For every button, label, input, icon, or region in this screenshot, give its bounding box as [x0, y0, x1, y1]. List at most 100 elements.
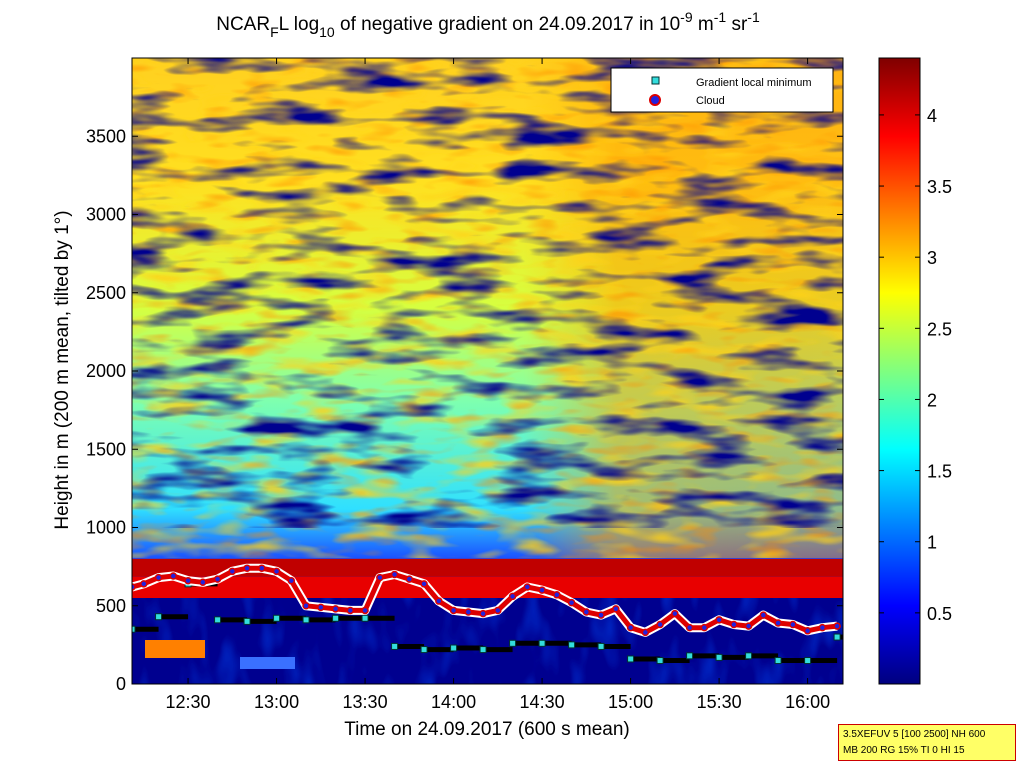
- x-tick-label: 14:30: [520, 692, 565, 712]
- heatmap-field: [132, 58, 843, 684]
- cloud-point: [671, 609, 679, 618]
- gradient-minimum-point: [214, 616, 222, 624]
- gradient-minimum-point: [686, 652, 694, 660]
- colorbar-tick-label: 0.5: [927, 604, 952, 624]
- cloud-point: [132, 583, 136, 591]
- gradient-minimum-point: [538, 639, 546, 647]
- cloud-point: [317, 603, 325, 612]
- cloud-point: [626, 623, 635, 632]
- gradient-minimum-point: [656, 657, 664, 665]
- colorbar-tick-label: 3.5: [927, 177, 952, 197]
- y-axis-label: Height in m (200 m mean, tilted by 1°): [52, 210, 73, 529]
- y-tick-label: 2500: [86, 283, 126, 303]
- footnote-line-2: MB 200 RG 15% TI 0 HI 15: [843, 745, 965, 756]
- cloud-point: [449, 606, 458, 615]
- cloud-point: [685, 623, 694, 632]
- cloud-point: [553, 591, 561, 599]
- cloud-point: [405, 575, 414, 583]
- y-tick-label: 3000: [86, 205, 126, 225]
- cloud-point: [140, 580, 148, 588]
- gradient-minimum-point: [479, 646, 487, 654]
- gradient-minimum-point: [568, 641, 576, 649]
- gradient-minimum-point: [774, 657, 782, 665]
- gradient-minimum-point: [302, 616, 310, 624]
- cloud-point: [213, 575, 222, 583]
- legend: Gradient local minimum Cloud: [610, 67, 834, 113]
- colorbar-tick-label: 2: [927, 390, 937, 410]
- gradient-minimum-point: [155, 613, 163, 621]
- cloud-point: [199, 578, 207, 587]
- gradient-minimum-point: [715, 653, 723, 661]
- y-tick-label: 3500: [86, 126, 126, 146]
- gradient-minimum-point: [391, 642, 399, 650]
- cloud-point: [479, 609, 487, 618]
- cloud-point: [464, 608, 473, 616]
- gradient-minimum-point: [509, 639, 517, 647]
- gradient-minimum-point: [597, 642, 605, 650]
- colorbar-tick-label: 1.5: [927, 462, 952, 482]
- settings-footnote: 3.5XEFUV 5 [100 2500] NH 600 MB 200 RG 1…: [838, 724, 1016, 761]
- cloud-point: [818, 623, 827, 632]
- cloud-point: [744, 622, 753, 630]
- cloud-point: [656, 620, 664, 629]
- cloud-point: [302, 602, 310, 610]
- cloud-point: [390, 570, 399, 579]
- x-tick-label: 13:00: [254, 692, 299, 712]
- colorbar-ticks: 0.5 1 1.5 2 2.5 3 3.5 4: [879, 106, 952, 624]
- colorbar-tick-label: 2.5: [927, 319, 952, 339]
- cloud-point: [789, 620, 797, 629]
- cloud-point: [258, 564, 266, 572]
- cloud-point: [567, 598, 576, 607]
- colorbar-gradient: [878, 57, 921, 685]
- legend-label-cloud: Cloud: [696, 95, 725, 107]
- cloud-point: [582, 608, 591, 616]
- legend-cloud-marker: [649, 94, 661, 106]
- chart-title: NCARFL log10 of negative gradient on 24.…: [216, 9, 760, 40]
- cloud-point: [331, 605, 340, 613]
- gradient-minimum-point: [450, 644, 458, 652]
- cloud-point: [228, 567, 237, 576]
- gradient-minimum-series: [132, 580, 843, 665]
- cloud-point: [612, 605, 620, 613]
- cloud-point: [597, 611, 605, 619]
- cloud-point: [154, 573, 163, 582]
- colorbar-tick-label: 3: [927, 248, 937, 268]
- cloud-point: [508, 592, 517, 601]
- cloud-point: [272, 567, 281, 576]
- cloud-point: [361, 606, 369, 615]
- gradient-minimum-point: [804, 657, 812, 665]
- gradient-minimum-point: [833, 633, 841, 641]
- y-axis: 0 500 1000 1500 2000 2500 3000 3500: [86, 126, 843, 694]
- cloud-point: [494, 606, 502, 615]
- cloud-point: [184, 576, 192, 585]
- x-tick-label: 15:00: [608, 692, 653, 712]
- x-tick-label: 14:00: [431, 692, 476, 712]
- x-tick-label: 15:30: [697, 692, 742, 712]
- cloud-point: [641, 628, 650, 637]
- colorbar-tick-label: 4: [927, 106, 937, 126]
- cloud-point: [730, 620, 738, 629]
- cloud-point: [523, 583, 532, 591]
- gradient-minimum-point: [745, 652, 753, 660]
- cloud-point: [346, 606, 355, 615]
- x-axis-label: Time on 24.09.2017 (600 s mean): [344, 719, 630, 740]
- cloud-point: [803, 627, 812, 635]
- gradient-minimum-point: [243, 617, 251, 625]
- y-tick-label: 2000: [86, 361, 126, 381]
- legend-box: [610, 67, 834, 113]
- y-tick-label: 500: [96, 596, 126, 616]
- footnote-line-1: 3.5XEFUV 5 [100 2500] NH 600: [843, 729, 986, 740]
- cloud-point: [420, 580, 428, 588]
- x-tick-label: 13:30: [343, 692, 388, 712]
- legend-label-gradient-minimum: Gradient local minimum: [696, 77, 812, 89]
- x-tick-label: 16:00: [785, 692, 830, 712]
- cloud-point: [376, 573, 384, 582]
- cloud-point: [774, 619, 782, 627]
- cloud-point: [243, 564, 251, 572]
- colorbar-tick-label: 1: [927, 533, 937, 553]
- gradient-minimum-point: [361, 614, 369, 622]
- cloud-point: [700, 623, 709, 632]
- gradient-minimum-point: [332, 614, 340, 622]
- cloud-point: [759, 611, 768, 619]
- cloud-point: [538, 586, 546, 594]
